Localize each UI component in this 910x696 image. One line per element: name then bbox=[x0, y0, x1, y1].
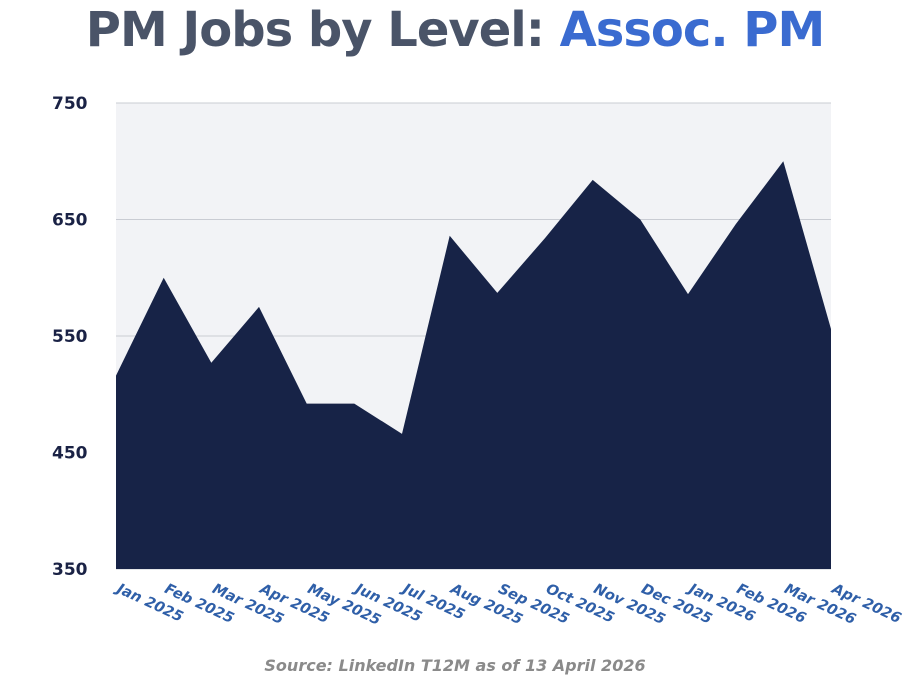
chart-title-highlight: Assoc. PM bbox=[559, 2, 826, 58]
y-tick-label: 750 bbox=[52, 94, 88, 114]
y-tick-label: 550 bbox=[52, 327, 88, 347]
area-series bbox=[116, 161, 831, 570]
y-tick-label: 650 bbox=[52, 211, 88, 231]
y-tick-label: 450 bbox=[52, 444, 88, 464]
chart-title-prefix: PM Jobs by Level: bbox=[85, 2, 560, 58]
source-note: Source: LinkedIn T12M as of 13 April 202… bbox=[264, 656, 646, 675]
chart-title: PM Jobs by Level: Assoc. PM bbox=[0, 2, 910, 58]
y-tick-label: 350 bbox=[52, 560, 88, 580]
